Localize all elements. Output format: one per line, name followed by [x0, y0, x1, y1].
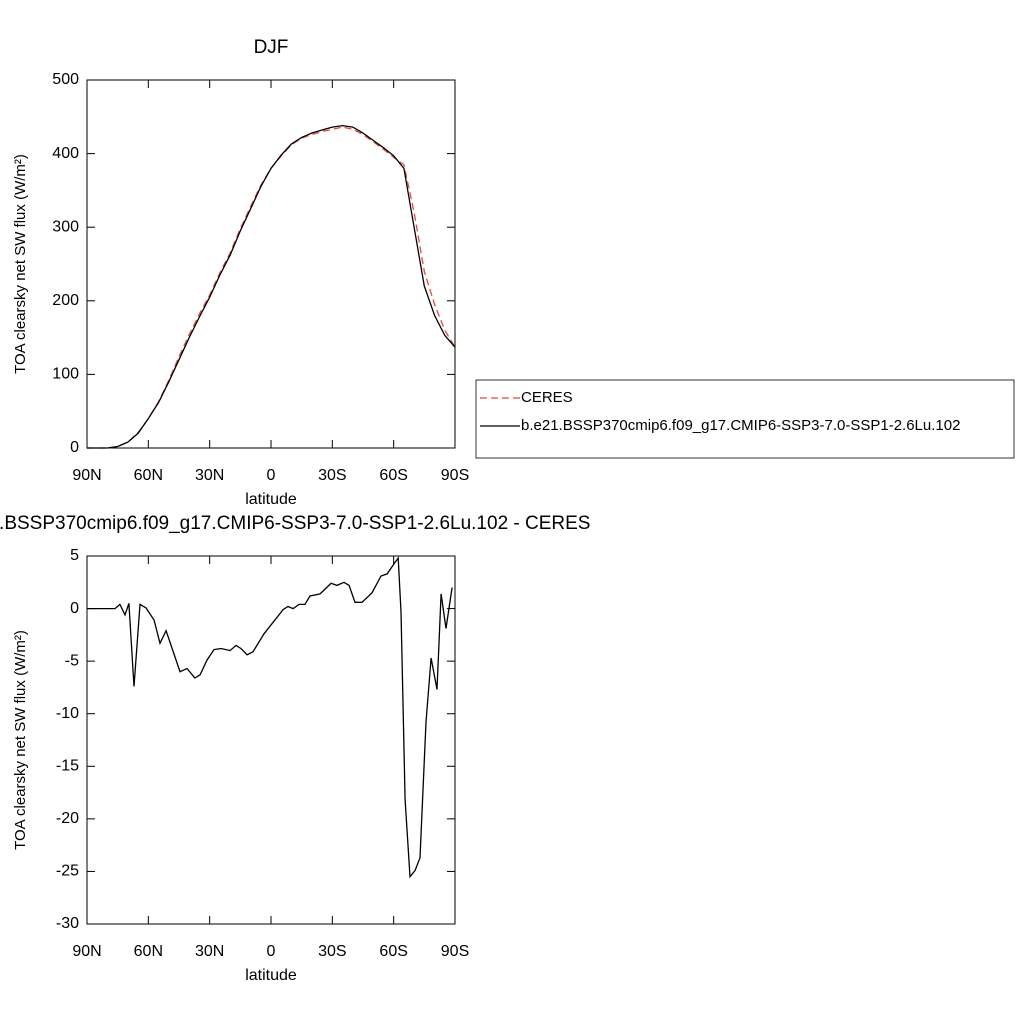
y-tick-label: -30: [56, 915, 79, 932]
y-tick-label: 5: [70, 547, 79, 564]
x-tick-label: 0: [267, 467, 276, 484]
x-tick-label: 30S: [318, 943, 346, 960]
legend-label: CERES: [521, 389, 573, 406]
x-tick-label: 60N: [134, 943, 163, 960]
x-tick-label: 30N: [195, 943, 224, 960]
x-tick-label: 0: [267, 943, 276, 960]
data-line: [87, 126, 456, 449]
y-tick-label: 500: [52, 71, 79, 88]
y-tick-label: 300: [52, 218, 79, 235]
y-tick-label: 100: [52, 366, 79, 383]
x-tick-label: 90S: [441, 467, 469, 484]
x-tick-label: 90N: [72, 467, 101, 484]
x-axis-label: latitude: [245, 967, 297, 984]
y-tick-label: 0: [70, 439, 79, 456]
plot-frame: [86, 79, 456, 449]
chart-title: b.e21.BSSP370cmip6.f09_g17.CMIP6-SSP3-7.…: [0, 513, 590, 534]
y-tick-label: -5: [65, 652, 79, 669]
y-tick-label: 200: [52, 292, 79, 309]
plot-frame: [86, 555, 456, 925]
y-tick-label: 400: [52, 145, 79, 162]
y-tick-label: 0: [70, 600, 79, 617]
data-line: [87, 556, 453, 879]
x-tick-label: 30N: [195, 467, 224, 484]
y-tick-label: -15: [56, 758, 79, 775]
x-tick-label: 60S: [379, 467, 407, 484]
legend-box: [475, 379, 1015, 459]
y-axis-label: TOA clearsky net SW flux (W/m²): [12, 154, 29, 374]
x-tick-label: 60N: [134, 467, 163, 484]
y-tick-label: -25: [56, 863, 79, 880]
x-tick-label: 30S: [318, 467, 346, 484]
y-axis-label: TOA clearsky net SW flux (W/m²): [12, 630, 29, 850]
y-tick-label: -20: [56, 810, 79, 827]
x-axis-label: latitude: [245, 491, 297, 508]
y-tick-label: -10: [56, 705, 79, 722]
data-line: [87, 124, 456, 449]
legend-label: b.e21.BSSP370cmip6.f09_g17.CMIP6-SSP3-7.…: [521, 417, 960, 434]
x-tick-label: 60S: [379, 943, 407, 960]
x-tick-label: 90N: [72, 943, 101, 960]
x-tick-label: 90S: [441, 943, 469, 960]
chart-title: DJF: [254, 37, 289, 58]
